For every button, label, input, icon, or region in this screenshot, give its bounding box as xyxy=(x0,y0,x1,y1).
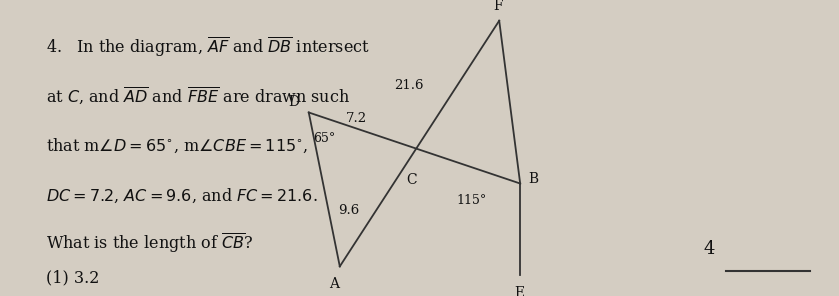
Text: B: B xyxy=(529,172,539,186)
Text: 9.6: 9.6 xyxy=(338,204,359,217)
Text: D: D xyxy=(289,95,300,109)
Text: 4.   In the diagram, $\overline{AF}$ and $\overline{DB}$ intersect: 4. In the diagram, $\overline{AF}$ and $… xyxy=(46,36,370,59)
Text: 21.6: 21.6 xyxy=(394,79,424,92)
Text: 65°: 65° xyxy=(313,132,336,145)
Text: at $C$, and $\overline{AD}$ and $\overline{FBE}$ are drawn such: at $C$, and $\overline{AD}$ and $\overli… xyxy=(46,86,350,107)
Text: 115°: 115° xyxy=(456,194,487,207)
Text: $DC=7.2$, $AC=9.6$, and $FC=21.6$.: $DC=7.2$, $AC=9.6$, and $FC=21.6$. xyxy=(46,186,318,205)
Text: C: C xyxy=(406,173,417,187)
Text: that m$\angle D=65^{\circ}$, m$\angle CBE=115^{\circ}$,: that m$\angle D=65^{\circ}$, m$\angle CB… xyxy=(46,136,309,155)
Text: F: F xyxy=(493,0,503,13)
Text: E: E xyxy=(514,286,524,296)
Text: What is the length of $\overline{CB}$?: What is the length of $\overline{CB}$? xyxy=(46,231,253,255)
Text: A: A xyxy=(329,277,339,291)
Text: 7.2: 7.2 xyxy=(346,112,367,125)
Text: 4: 4 xyxy=(703,239,715,258)
Text: (1) 3.2: (1) 3.2 xyxy=(46,269,100,286)
